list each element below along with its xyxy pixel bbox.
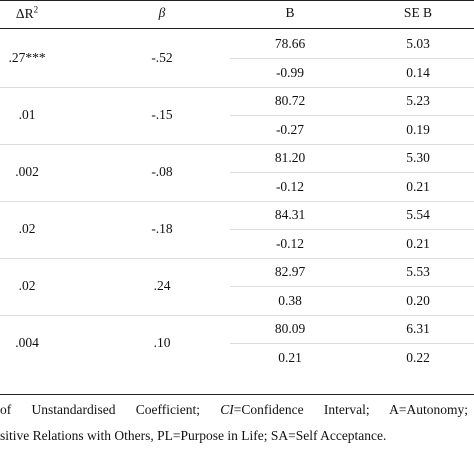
row-rule	[0, 201, 474, 202]
footnote-line: sitive Relations with Others, PL=Purpose…	[0, 428, 387, 443]
top-rule	[0, 0, 474, 1]
bottom-rule	[0, 394, 474, 395]
b-cell: -0.27	[275, 122, 305, 137]
se-b-cell: 0.14	[406, 65, 430, 80]
se-b-cell: 0.20	[406, 293, 430, 308]
beta-cell: -.08	[151, 164, 173, 179]
delta-r2-cell: .02	[18, 221, 36, 236]
se-b-cell: 0.19	[406, 122, 430, 137]
delta-r2-cell: .002	[15, 164, 39, 179]
footnote-line: of Unstandardised Coefficient; CI=Confid…	[0, 402, 468, 418]
delta-r2-cell: .01	[18, 107, 36, 122]
b-cell: 0.21	[278, 350, 302, 365]
b-cell: -0.12	[275, 179, 305, 194]
se-b-cell: 6.31	[406, 321, 430, 336]
beta-cell: -.52	[151, 50, 173, 65]
b-cell: 78.66	[274, 36, 306, 51]
se-b-cell: 0.22	[406, 350, 430, 365]
header-rule	[0, 28, 474, 29]
b-cell: 80.72	[274, 93, 306, 108]
b-cell: -0.99	[275, 65, 305, 80]
delta-r2-cell: .02	[18, 278, 36, 293]
row-rule	[0, 315, 474, 316]
beta-cell: -.18	[151, 221, 173, 236]
se-b-cell: 0.21	[406, 179, 430, 194]
b-cell: 82.97	[274, 264, 306, 279]
row-rule	[0, 87, 474, 88]
delta-r2-cell: .27***	[8, 50, 46, 65]
header-se-b: SE B	[403, 5, 433, 20]
footnote-text: =Confidence Interval; A=Autonomy;	[233, 402, 468, 417]
b-cell: 80.09	[274, 321, 306, 336]
sub-row-rule	[230, 172, 474, 173]
header-delta-r2: ΔR2	[16, 4, 38, 22]
b-cell: 81.20	[274, 150, 306, 165]
sub-row-rule	[230, 229, 474, 230]
se-b-cell: 5.03	[406, 36, 430, 51]
beta-cell: .24	[153, 278, 171, 293]
se-b-cell: 0.21	[406, 236, 430, 251]
se-b-cell: 5.54	[406, 207, 430, 222]
beta-cell: -.15	[151, 107, 173, 122]
row-rule	[0, 258, 474, 259]
footnote-italic: CI	[220, 402, 234, 417]
row-rule	[0, 144, 474, 145]
header-text: ΔR	[15, 5, 34, 21]
footnote-text: of Unstandardised Coefficient;	[0, 402, 221, 417]
sub-row-rule	[230, 286, 474, 287]
se-b-cell: 5.53	[406, 264, 430, 279]
header-b: B	[285, 5, 295, 20]
b-cell: 84.31	[274, 207, 306, 222]
b-cell: 0.38	[278, 293, 302, 308]
delta-r2-cell: .004	[15, 335, 39, 350]
b-cell: -0.12	[275, 236, 305, 251]
se-b-cell: 5.23	[406, 93, 430, 108]
sub-row-rule	[230, 58, 474, 59]
sub-row-rule	[230, 115, 474, 116]
beta-cell: .10	[153, 335, 171, 350]
sub-row-rule	[230, 343, 474, 344]
header-beta: β	[158, 5, 166, 20]
se-b-cell: 5.30	[406, 150, 430, 165]
header-sup: 2	[33, 4, 39, 15]
